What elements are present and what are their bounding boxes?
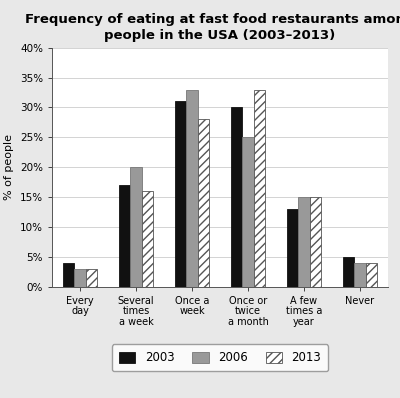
Bar [186,90,198,287]
Title: Frequency of eating at fast food restaurants among
people in the USA (2003–2013): Frequency of eating at fast food restaur… [25,14,400,43]
Bar [130,167,142,287]
Bar [366,263,377,287]
Bar [343,257,354,287]
Bar [310,197,321,287]
Bar [231,107,242,287]
Legend: 2003, 2006, 2013: 2003, 2006, 2013 [112,344,328,371]
Bar [298,197,310,287]
Bar [198,119,209,287]
Bar [287,209,298,287]
Bar [175,101,186,287]
Bar [119,185,130,287]
Bar [354,263,366,287]
Bar [142,191,153,287]
Bar [254,90,265,287]
Bar [86,269,97,287]
Bar [63,263,74,287]
Bar [74,269,86,287]
Bar [242,137,254,287]
Y-axis label: % of people: % of people [4,134,14,200]
